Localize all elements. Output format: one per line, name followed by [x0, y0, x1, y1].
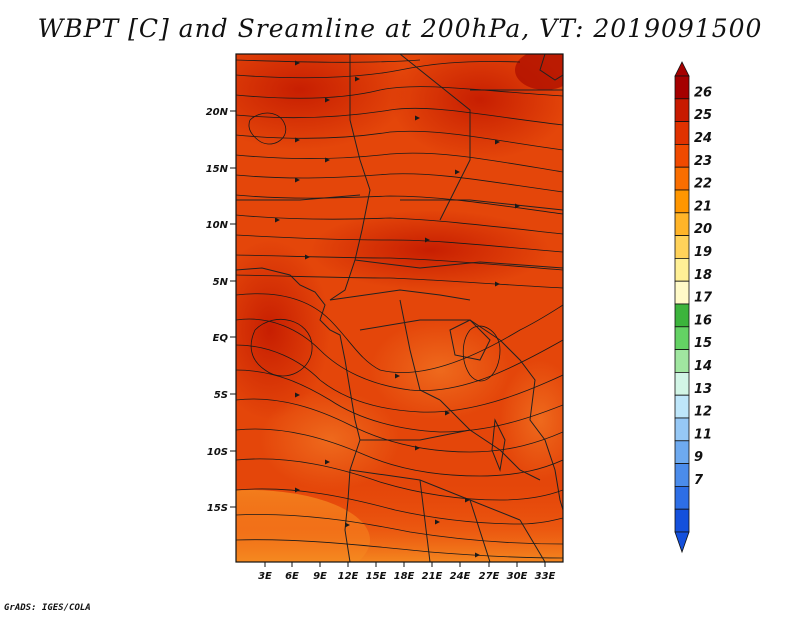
- colorbar-label: 24: [694, 131, 712, 146]
- lon-label: 6E: [285, 571, 299, 582]
- colorbar-label: 11: [694, 427, 712, 442]
- colorbar-swatch: [674, 280, 690, 305]
- lon-label: 33E: [535, 571, 556, 582]
- lon-axis: 3E 6E 9E 12E 15E 18E 21E 24E 27E 30E 33E: [258, 562, 556, 582]
- lat-label: 15N: [206, 164, 229, 175]
- colorbar-label: 22: [694, 177, 712, 192]
- lon-label: 12E: [338, 571, 359, 582]
- lat-label: 15S: [207, 503, 228, 514]
- colorbar-label: 18: [694, 268, 712, 283]
- lon-label: 18E: [394, 571, 415, 582]
- colorbar-swatch: [674, 121, 690, 145]
- lat-label: 10N: [206, 220, 229, 231]
- lat-label: 20N: [206, 107, 229, 118]
- map-frame: [235, 53, 564, 563]
- colorbar-label: 15: [694, 336, 712, 351]
- colorbar-swatch: [674, 508, 690, 533]
- chart-title: WBPT [C] and Sreamline at 200hPa, VT: 20…: [37, 14, 763, 43]
- colorbar-swatch: [674, 417, 690, 442]
- colorbar-label: 9: [694, 450, 703, 465]
- lon-label: 30E: [507, 571, 528, 582]
- lon-label: 15E: [366, 571, 387, 582]
- colorbar-label: 13: [694, 382, 712, 397]
- colorbar-swatch: [674, 212, 690, 237]
- lon-label: 9E: [313, 571, 327, 582]
- colorbar-top-arrow: [674, 61, 690, 77]
- colorbar-label: 12: [694, 405, 712, 420]
- colorbar-label: 25: [694, 108, 712, 123]
- colorbar-swatch: [674, 349, 690, 373]
- colorbar-label: 19: [694, 245, 712, 260]
- colorbar-swatch: [674, 189, 690, 214]
- colorbar-swatch: [674, 326, 690, 350]
- colorbar-label: 17: [694, 291, 713, 306]
- colorbar-label: 14: [694, 359, 712, 374]
- colorbar-swatch: [674, 98, 690, 123]
- colorbar-swatch: [674, 235, 690, 259]
- colorbar-swatch: [674, 303, 690, 328]
- colorbar-swatch: [674, 394, 690, 419]
- lat-label: 5N: [213, 277, 229, 288]
- colorbar-label: 7: [694, 473, 704, 488]
- lat-label: 5S: [214, 390, 228, 401]
- lat-label: EQ: [213, 333, 229, 344]
- credit-label: GrADS: IGES/COLA: [4, 603, 91, 613]
- colorbar-swatch: [674, 166, 690, 191]
- colorbar-swatch: [674, 257, 690, 282]
- lon-label: 21E: [422, 571, 443, 582]
- colorbar-bottom-arrow: [674, 531, 690, 554]
- lat-axis: 20N 15N 10N 5N EQ 5S 10S 15S: [206, 107, 236, 514]
- colorbar-label: 23: [694, 154, 712, 169]
- map-field: [236, 54, 563, 562]
- lon-label: 3E: [258, 571, 272, 582]
- colorbar-label: 21: [694, 199, 712, 214]
- colorbar-swatch: [674, 440, 690, 464]
- colorbar-swatch: [674, 371, 690, 396]
- colorbar-label: 26: [694, 85, 712, 100]
- lon-label: 24E: [450, 571, 471, 582]
- colorbar-label: 16: [694, 313, 712, 328]
- lat-label: 10S: [207, 447, 228, 458]
- colorbar-label: 20: [694, 222, 712, 237]
- colorbar-swatch: [674, 75, 690, 100]
- lon-label: 27E: [479, 571, 500, 582]
- colorbar-swatch: [674, 485, 690, 510]
- colorbar-swatch: [674, 463, 690, 487]
- colorbar: 26 25 24 23 22 21 20 19 18 17 16 15 14 13 12 11 9 7: [674, 61, 713, 554]
- colorbar-swatch: [674, 143, 690, 168]
